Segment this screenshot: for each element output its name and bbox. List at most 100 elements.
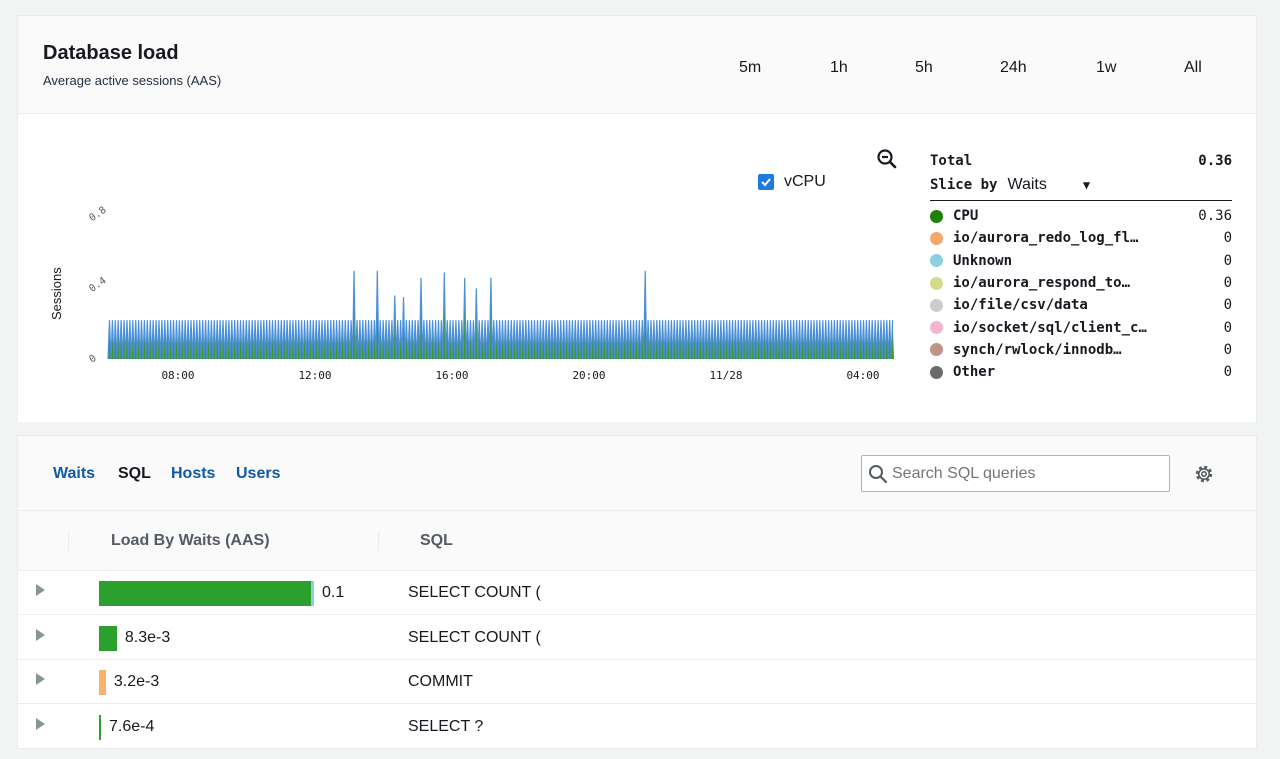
x-tick-label: 04:00: [846, 369, 879, 382]
legend-item[interactable]: io/aurora_respond_to… 0: [930, 272, 1232, 294]
load-value: 7.6e-4: [109, 717, 155, 735]
search-icon: [869, 464, 888, 483]
load-value: 8.3e-3: [124, 628, 171, 646]
legend-item-value: 0: [1223, 341, 1232, 358]
legend-dot-icon: [930, 231, 943, 245]
legend-item-name: Other: [953, 364, 996, 381]
y-tick-label: 0.8: [87, 205, 108, 224]
vcpu-series-line: [107, 270, 894, 360]
column-divider: [68, 531, 69, 551]
y-tick-label: 0: [87, 353, 98, 365]
expand-row-icon[interactable]: [36, 717, 45, 730]
zoom-out-icon[interactable]: [876, 148, 898, 170]
range-5h[interactable]: 5h: [915, 59, 933, 76]
legend-item-value: 0: [1223, 230, 1232, 247]
legend-item[interactable]: CPU 0.36: [930, 205, 1232, 227]
gear-icon[interactable]: [1194, 464, 1214, 484]
column-load[interactable]: Load By Waits (AAS): [111, 532, 270, 549]
load-bar: [99, 581, 314, 606]
tabs-bar: Waits SQL Hosts Users: [18, 436, 1256, 511]
expand-row-icon[interactable]: [36, 628, 45, 641]
legend-item-name: CPU: [953, 208, 979, 225]
load-chart: Sessions 0 0.4 0.8 08:00 12:00 16:00 20:00 11/28…: [49, 205, 894, 382]
legend-total-label: Total: [930, 153, 973, 169]
search-box[interactable]: [861, 455, 1170, 492]
database-load-panel: Database load Average active sessions (A…: [17, 15, 1257, 422]
x-tick-label: 08:00: [161, 369, 194, 382]
legend-item[interactable]: Unknown 0: [930, 250, 1232, 272]
vcpu-toggle[interactable]: vCPU: [758, 173, 826, 191]
range-24h[interactable]: 24h: [1000, 59, 1027, 76]
tab-hosts[interactable]: Hosts: [171, 465, 216, 482]
column-sql[interactable]: SQL: [420, 532, 453, 549]
legend-dot-icon: [930, 254, 943, 268]
sql-text[interactable]: COMMIT: [408, 673, 473, 690]
panel-subtitle: Average active sessions (AAS): [43, 73, 222, 88]
legend-dot-icon: [930, 209, 943, 223]
x-tick-label: 20:00: [572, 369, 605, 382]
expand-row-icon[interactable]: [36, 673, 45, 685]
legend-item-name: io/aurora_respond_to…: [953, 275, 1131, 292]
x-tick-label: 12:00: [298, 369, 331, 382]
legend-total-row: Total 0.36: [930, 149, 1232, 173]
x-tick-label: 16:00: [435, 369, 468, 382]
column-divider: [378, 531, 379, 551]
y-axis-title: Sessions: [49, 267, 64, 320]
slice-by-row: Slice by Waits ▼: [930, 173, 1232, 201]
legend-item-name: synch/rwlock/innodb…: [953, 341, 1122, 358]
range-1h[interactable]: 1h: [830, 59, 848, 76]
range-5m[interactable]: 5m: [739, 59, 762, 76]
vcpu-checkbox[interactable]: [758, 174, 774, 190]
table-header: Load By Waits (AAS) SQL: [18, 511, 1256, 571]
legend-dot-icon: [930, 298, 943, 312]
sql-text[interactable]: SELECT COUNT (: [408, 584, 541, 601]
slice-by-label: Slice by: [930, 176, 998, 193]
legend-item[interactable]: io/aurora_redo_log_fl… 0: [930, 227, 1232, 249]
legend-item-value: 0: [1223, 297, 1232, 314]
legend-items: CPU 0.36 io/aurora_redo_log_fl… 0 Unknown 0 io…: [930, 205, 1232, 383]
legend-item[interactable]: synch/rwlock/innodb… 0: [930, 339, 1232, 361]
slice-by-select[interactable]: Waits: [1007, 175, 1047, 193]
load-bar: [99, 714, 101, 740]
legend-item-value: 0: [1223, 364, 1232, 381]
load-value: 3.2e-3: [113, 673, 160, 690]
legend-panel: Total 0.36 Slice by Waits ▼ CPU 0.36 io/au…: [930, 149, 1232, 383]
legend-total-value: 0.36: [1198, 153, 1232, 169]
legend-dot-icon: [930, 343, 943, 357]
load-bar: [99, 670, 106, 695]
legend-item[interactable]: io/file/csv/data 0: [930, 294, 1232, 316]
sql-text[interactable]: SELECT COUNT (: [408, 628, 541, 646]
legend-item[interactable]: Other 0: [930, 361, 1232, 383]
panel-header: Database load Average active sessions (A…: [18, 16, 1256, 114]
x-tick-label: 11/28: [709, 369, 742, 382]
expand-row-icon[interactable]: [36, 584, 45, 596]
legend-item-name: io/aurora_redo_log_fl…: [953, 230, 1139, 247]
legend-item[interactable]: io/socket/sql/client_c… 0: [930, 316, 1232, 338]
search-input[interactable]: [892, 464, 1162, 483]
table-row[interactable]: 7.6e-4 SELECT ?: [18, 705, 1256, 749]
sql-text[interactable]: SELECT ?: [408, 717, 484, 735]
y-tick-label: 0.4: [87, 275, 108, 294]
range-all[interactable]: All: [1184, 59, 1202, 76]
range-1w[interactable]: 1w: [1096, 59, 1117, 76]
legend-dot-icon: [930, 276, 943, 290]
legend-item-name: Unknown: [953, 252, 1013, 269]
legend-dot-icon: [930, 321, 943, 335]
legend-item-value: 0: [1223, 275, 1232, 292]
load-bar: [99, 625, 117, 651]
tab-users[interactable]: Users: [236, 465, 281, 482]
legend-dot-icon: [930, 365, 943, 379]
top-items-panel: Waits SQL Hosts Users Load By Waits (AAS…: [17, 435, 1257, 749]
table-row[interactable]: 0.1 SELECT COUNT (: [18, 571, 1256, 615]
legend-item-value: 0: [1223, 252, 1232, 269]
vcpu-label: vCPU: [784, 173, 826, 190]
legend-item-name: io/file/csv/data: [953, 297, 1088, 314]
table-row[interactable]: 8.3e-3 SELECT COUNT (: [18, 616, 1256, 660]
panel-title: Database load: [43, 42, 179, 64]
table-row[interactable]: 3.2e-3 COMMIT: [18, 660, 1256, 704]
load-chart-area: Sessions 0 0.4 0.8 08:00 12:00 16:00 20:00 11/28…: [18, 115, 1256, 422]
chevron-down-icon[interactable]: ▼: [1082, 177, 1091, 192]
legend-item-name: io/socket/sql/client_c…: [953, 319, 1147, 336]
tab-waits[interactable]: Waits: [53, 465, 96, 482]
tab-sql[interactable]: SQL: [118, 465, 151, 482]
